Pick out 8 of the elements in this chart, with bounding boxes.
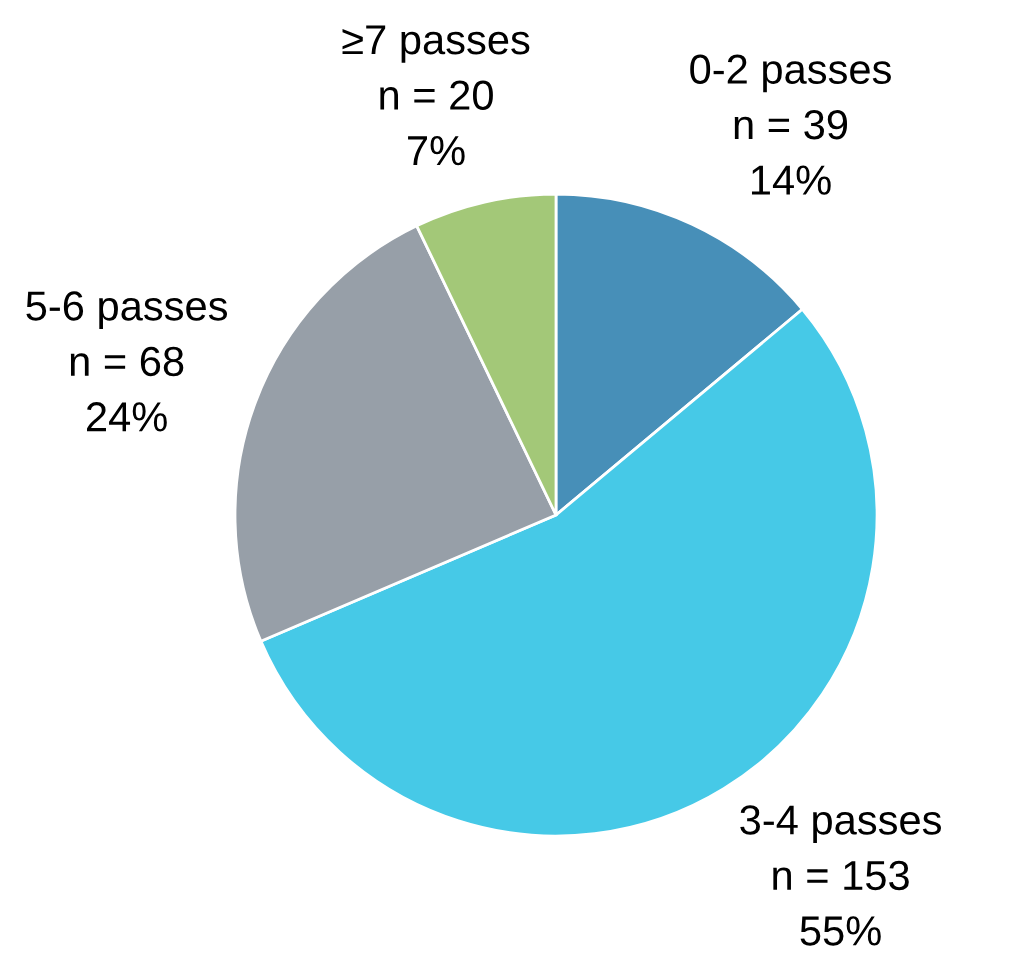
slice-label: ≥7 passes <box>342 25 530 63</box>
data-label: n = 153 55% <box>773 860 909 946</box>
slice-label: 0-2 passes <box>690 54 891 93</box>
data-label: n = 20 7% <box>380 80 493 166</box>
slice-label: 3-4 passes <box>740 805 941 843</box>
data-label: n = 68 24% <box>70 346 184 432</box>
slice-label: 5-6 passes <box>26 291 228 329</box>
data-label: n = 39 14% <box>734 109 848 195</box>
